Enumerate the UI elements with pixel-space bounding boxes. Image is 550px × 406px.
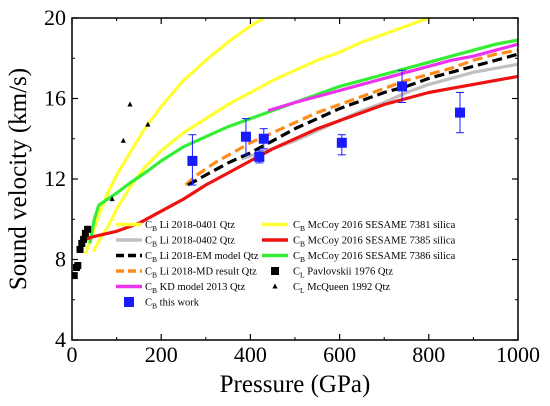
series-0-line xyxy=(91,18,430,253)
series-10-point xyxy=(120,137,126,143)
x-tick-label: 400 xyxy=(234,342,267,367)
x-tick-label: 0 xyxy=(67,342,78,367)
legend: CB Li 2018-0401 Qtz CB Li 2018-0402 Qtz CB… xyxy=(116,220,456,311)
series-9-point xyxy=(78,239,86,247)
y-tick-label: 20 xyxy=(44,5,66,30)
legend-entry-10-swatch xyxy=(272,283,278,289)
x-tick-label: 800 xyxy=(412,342,445,367)
x-tick-label: 200 xyxy=(145,342,178,367)
legend-entry-1-label: CB Li 2018-0402 Qtz xyxy=(145,236,235,249)
legend-entry-4-label: CB KD model 2013 Qtz xyxy=(145,282,245,295)
legend-entry-9-label: CL Pavlovskii 1976 Qtz xyxy=(293,267,393,280)
legend-entry-8-label: CB McCoy 2016 SESAME 7386 silica xyxy=(293,251,456,264)
x-axis-title: Pressure (GPa) xyxy=(220,371,371,398)
y-axis-title: Sound velocity (km/s) xyxy=(5,68,32,290)
series-10-point xyxy=(127,101,133,107)
x-tick-label: 1000 xyxy=(496,342,540,367)
series-9-point xyxy=(80,235,88,243)
y-tick-label: 4 xyxy=(55,327,66,352)
series-9-point xyxy=(84,225,92,233)
legend-entry-0-label: CB Li 2018-0401 Qtz xyxy=(145,220,235,233)
series-5-point xyxy=(187,155,198,166)
series-7-line xyxy=(84,74,518,241)
legend-entry-5-swatch xyxy=(124,297,134,307)
x-tick-label: 600 xyxy=(323,342,356,367)
series-5-point xyxy=(254,151,265,162)
series-5-point xyxy=(258,133,269,144)
legend-entry-10-label: CL McQueen 1992 Qtz xyxy=(293,282,390,295)
series-5-point xyxy=(455,107,466,118)
series-5-point xyxy=(240,131,251,142)
series-10-point xyxy=(145,121,151,127)
series-3-line xyxy=(184,48,518,187)
series-layer xyxy=(72,18,518,280)
y-tick-label: 8 xyxy=(55,247,66,272)
y-tick-label: 12 xyxy=(44,166,66,191)
legend-entry-5-label: CB this work xyxy=(145,298,200,311)
series-6-line xyxy=(83,18,265,255)
series-4-line xyxy=(267,42,518,113)
series-2-line xyxy=(187,52,518,187)
legend-entry-6-label: CB McCoy 2016 SESAME 7381 silica xyxy=(293,220,456,233)
series-9-point xyxy=(72,272,78,280)
y-tick-label: 16 xyxy=(44,86,66,111)
series-5-point xyxy=(397,81,408,92)
series-9-point xyxy=(76,245,84,253)
legend-entry-2-label: CB Li 2018-EM model Qtz xyxy=(145,251,259,264)
legend-entry-7-label: CB McCoy 2016 SESAME 7385 silica xyxy=(293,236,456,249)
series-5-point xyxy=(336,137,347,148)
series-8-line xyxy=(88,38,518,244)
series-9-point xyxy=(74,262,82,270)
legend-entry-3-label: CB Li 2018-MD result Qtz xyxy=(145,267,257,280)
series-9-point xyxy=(81,229,89,237)
tick-layer: 0 200 400 600 800 1000 4 8 12 16 20 xyxy=(44,5,540,367)
series-10-point xyxy=(109,196,115,202)
legend-entry-9-swatch xyxy=(271,267,279,275)
